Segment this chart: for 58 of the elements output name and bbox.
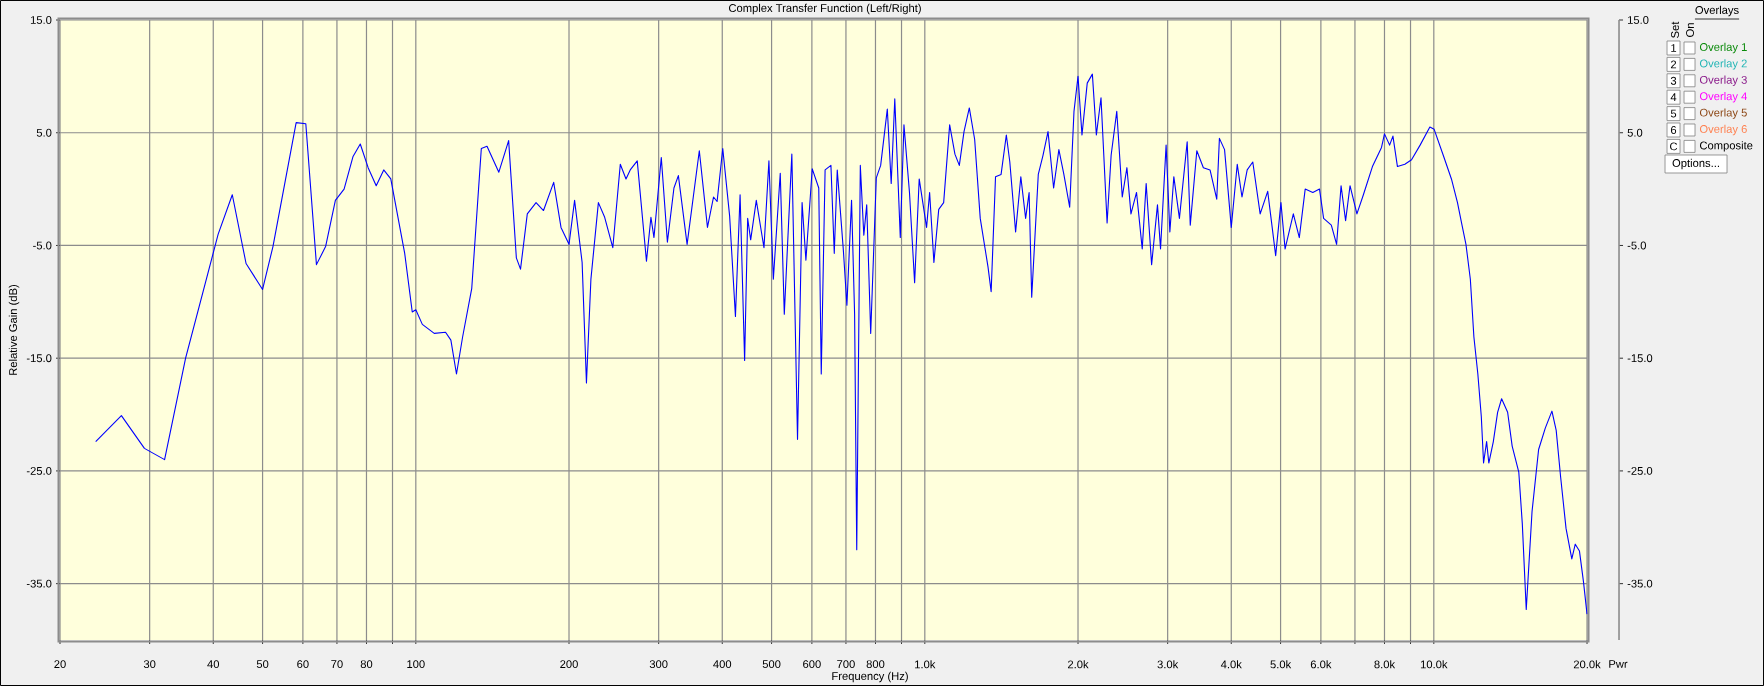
x-tick-label: 60 (297, 660, 309, 669)
x-tick-label: 500 (762, 660, 781, 669)
x-axis-title: Frequency (Hz) (832, 671, 908, 683)
chart-title: Complex Transfer Function (Left/Right) (728, 3, 921, 15)
y-axis-title: Relative Gain (dB) (8, 284, 20, 375)
x-tick-label: 400 (713, 660, 732, 669)
text: 6 (1670, 126, 1677, 134)
y-tick-label: 5.0 (36, 128, 52, 137)
x-tick-label: 5.0k (1270, 660, 1292, 669)
text: Composite (1699, 141, 1753, 152)
text: 1 (1671, 44, 1677, 52)
x-tick-label: 4.0k (1220, 660, 1242, 669)
text: Overlay 4 (1699, 91, 1748, 103)
x-tick-label: 600 (803, 660, 821, 669)
y2-tick-label: -15.0 (1627, 354, 1653, 363)
text: C (1670, 142, 1678, 151)
x-tick-label: 6.0k (1310, 660, 1332, 669)
x-tick-label: 300 (649, 660, 668, 669)
x-tick-label: 50 (256, 660, 269, 669)
x-tick-label: 200 (560, 660, 578, 669)
text: Overlay 2 (1699, 59, 1747, 70)
y2-tick-label: -35.0 (1627, 579, 1653, 588)
x-tick-label: 100 (407, 660, 425, 669)
text: Overlays (1695, 5, 1739, 17)
x-tick-label: 800 (866, 660, 885, 669)
y2-tick-label: -5.0 (1627, 241, 1646, 250)
x-tick-label: 1.0k (915, 660, 936, 669)
y2-tick-label: 5.0 (1627, 128, 1643, 137)
text: 4 (1670, 93, 1677, 102)
x-tick-label: 20 (54, 660, 66, 669)
x-tick-label: 30 (143, 660, 156, 669)
text: Overlay 5 (1699, 108, 1747, 119)
y2-tick-label: -25.0 (1627, 466, 1653, 475)
y-tick-label: -35.0 (26, 579, 52, 588)
x-tick-label: 80 (360, 660, 373, 669)
x-tick-label: 10.0k (1420, 660, 1448, 669)
y-tick-label: -25.0 (26, 466, 52, 475)
y-tick-label: -15.0 (26, 354, 52, 363)
text: Set (1671, 21, 1679, 38)
x-tick-label: 700 (837, 660, 855, 669)
text: 5 (1670, 109, 1677, 118)
text: Overlay 6 (1699, 124, 1747, 136)
x-tick-label: 2.0k (1067, 660, 1089, 669)
x-tick-label: 20.0k (1573, 660, 1601, 669)
x-tick-label: 3.0k (1157, 660, 1179, 669)
text: On (1686, 23, 1694, 37)
x-tick-label: 8.0k (1374, 660, 1396, 669)
y-tick-label: 15.0 (30, 16, 52, 24)
y-tick-label: -5.0 (33, 241, 52, 250)
text: Overlay 1 (1699, 42, 1747, 54)
text: 2 (1670, 60, 1677, 69)
text: 3 (1670, 76, 1677, 85)
text: Overlay 3 (1699, 75, 1747, 86)
y2-tick-label: 15.0 (1627, 16, 1649, 24)
y2-axis-title: Pwr (1609, 660, 1628, 668)
text: Options... (1672, 158, 1719, 170)
x-tick-label: 40 (207, 660, 220, 669)
x-tick-label: 70 (331, 660, 343, 669)
